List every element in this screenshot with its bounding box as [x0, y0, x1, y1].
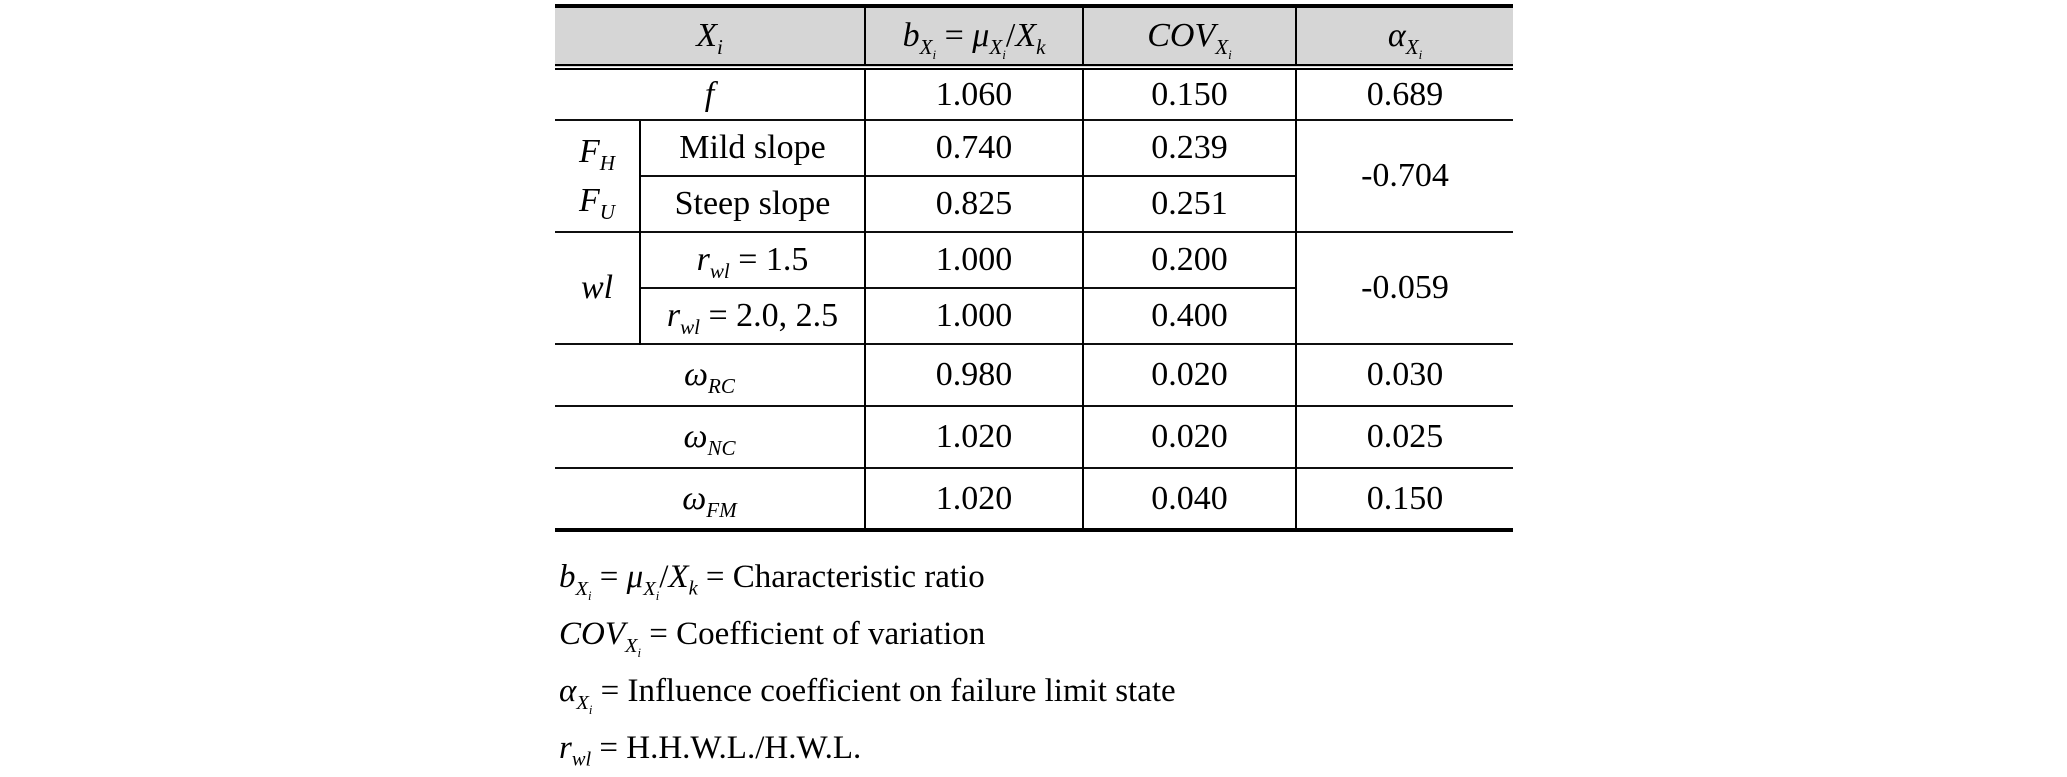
header-xi: Xi — [555, 4, 866, 70]
cell-mild-label: Mild slope — [638, 119, 866, 176]
cell-omega-fm-b: 1.020 — [864, 467, 1084, 532]
cell-f-alpha: 0.689 — [1295, 67, 1514, 120]
header-alpha: αXi — [1295, 4, 1514, 70]
cell-steep-label: Steep slope — [638, 175, 866, 232]
cell-wl-label: wl — [555, 231, 640, 344]
row-rwl-15: wl rwl = 1.5 1.000 0.200 -0.059 — [555, 231, 1514, 344]
cell-omega-nc-alpha: 0.025 — [1295, 405, 1514, 468]
cell-omega-rc-cov: 0.020 — [1082, 343, 1297, 406]
statistical-parameters-table-container: Xi bXi = μXi/Xk COVXi αXi f 1.060 0.150 … — [555, 4, 1514, 532]
row-omega-rc: ωRC 0.980 0.020 0.030 — [555, 343, 1514, 406]
cell-rwl20-b: 1.000 — [864, 287, 1084, 344]
cell-forces-alpha: -0.704 — [1295, 119, 1514, 232]
cell-steep-b: 0.825 — [864, 175, 1084, 232]
cell-omega-nc-cov: 0.020 — [1082, 405, 1297, 468]
parameter-table: Xi bXi = μXi/Xk COVXi αXi f 1.060 0.150 … — [555, 4, 1514, 532]
footnote-rwl-definition: rwl = H.H.W.L./H.W.L. — [559, 730, 862, 771]
cell-f-label: f — [704, 75, 715, 113]
cell-rwl15-b: 1.000 — [864, 231, 1084, 288]
header-bias: bXi = μXi/Xk — [864, 4, 1084, 70]
cell-omega-rc-b: 0.980 — [864, 343, 1084, 406]
cell-omega-nc-b: 1.020 — [864, 405, 1084, 468]
cell-omega-rc-alpha: 0.030 — [1295, 343, 1514, 406]
cell-forces-label: FH FU — [555, 119, 640, 232]
table-footnotes: bXi = μXi/Xk = Characteristic ratio COVX… — [559, 549, 1176, 777]
cell-mild-cov: 0.239 — [1082, 119, 1297, 176]
label-fu: FU — [578, 182, 615, 224]
cell-rwl20-label: rwl = 2.0, 2.5 — [638, 287, 866, 344]
cell-f-b: 1.060 — [864, 67, 1084, 120]
cell-rwl15-cov: 0.200 — [1082, 231, 1297, 288]
row-rwl-20-25: rwl = 2.0, 2.5 1.000 0.400 — [555, 287, 1513, 344]
footnote-characteristic-ratio: bXi = μXi/Xk = Characteristic ratio — [559, 559, 985, 603]
header-cov: COVXi — [1082, 4, 1297, 70]
row-mild-slope: FH FU Mild slope 0.740 0.239 -0.704 — [555, 119, 1514, 232]
footnote-coefficient-of-variation: COVXi = Coefficient of variation — [559, 616, 986, 660]
cell-omega-nc-label: ωNC — [555, 405, 866, 468]
row-omega-fm: ωFM 1.020 0.040 0.150 — [555, 467, 1514, 532]
row-f: f 1.060 0.150 0.689 — [555, 67, 1514, 120]
cell-omega-rc-label: ωRC — [555, 343, 866, 406]
cell-mild-b: 0.740 — [864, 119, 1084, 176]
cell-omega-fm-alpha: 0.150 — [1295, 467, 1514, 532]
cell-wl-alpha: -0.059 — [1295, 231, 1514, 344]
cell-rwl15-label: rwl = 1.5 — [638, 231, 866, 288]
row-steep-slope: Steep slope 0.825 0.251 — [555, 175, 1513, 232]
row-omega-nc: ωNC 1.020 0.020 0.025 — [555, 405, 1514, 468]
cell-steep-cov: 0.251 — [1082, 175, 1297, 232]
header-row: Xi bXi = μXi/Xk COVXi αXi — [555, 4, 1514, 70]
cell-f-cov: 0.150 — [1082, 67, 1297, 120]
label-fh: FH — [578, 132, 615, 175]
cell-omega-fm-label: ωFM — [555, 467, 866, 532]
cell-rwl20-cov: 0.400 — [1082, 287, 1297, 344]
footnote-influence-coefficient: αXi = Influence coefficient on failure l… — [559, 673, 1176, 717]
cell-omega-fm-cov: 0.040 — [1082, 467, 1297, 532]
